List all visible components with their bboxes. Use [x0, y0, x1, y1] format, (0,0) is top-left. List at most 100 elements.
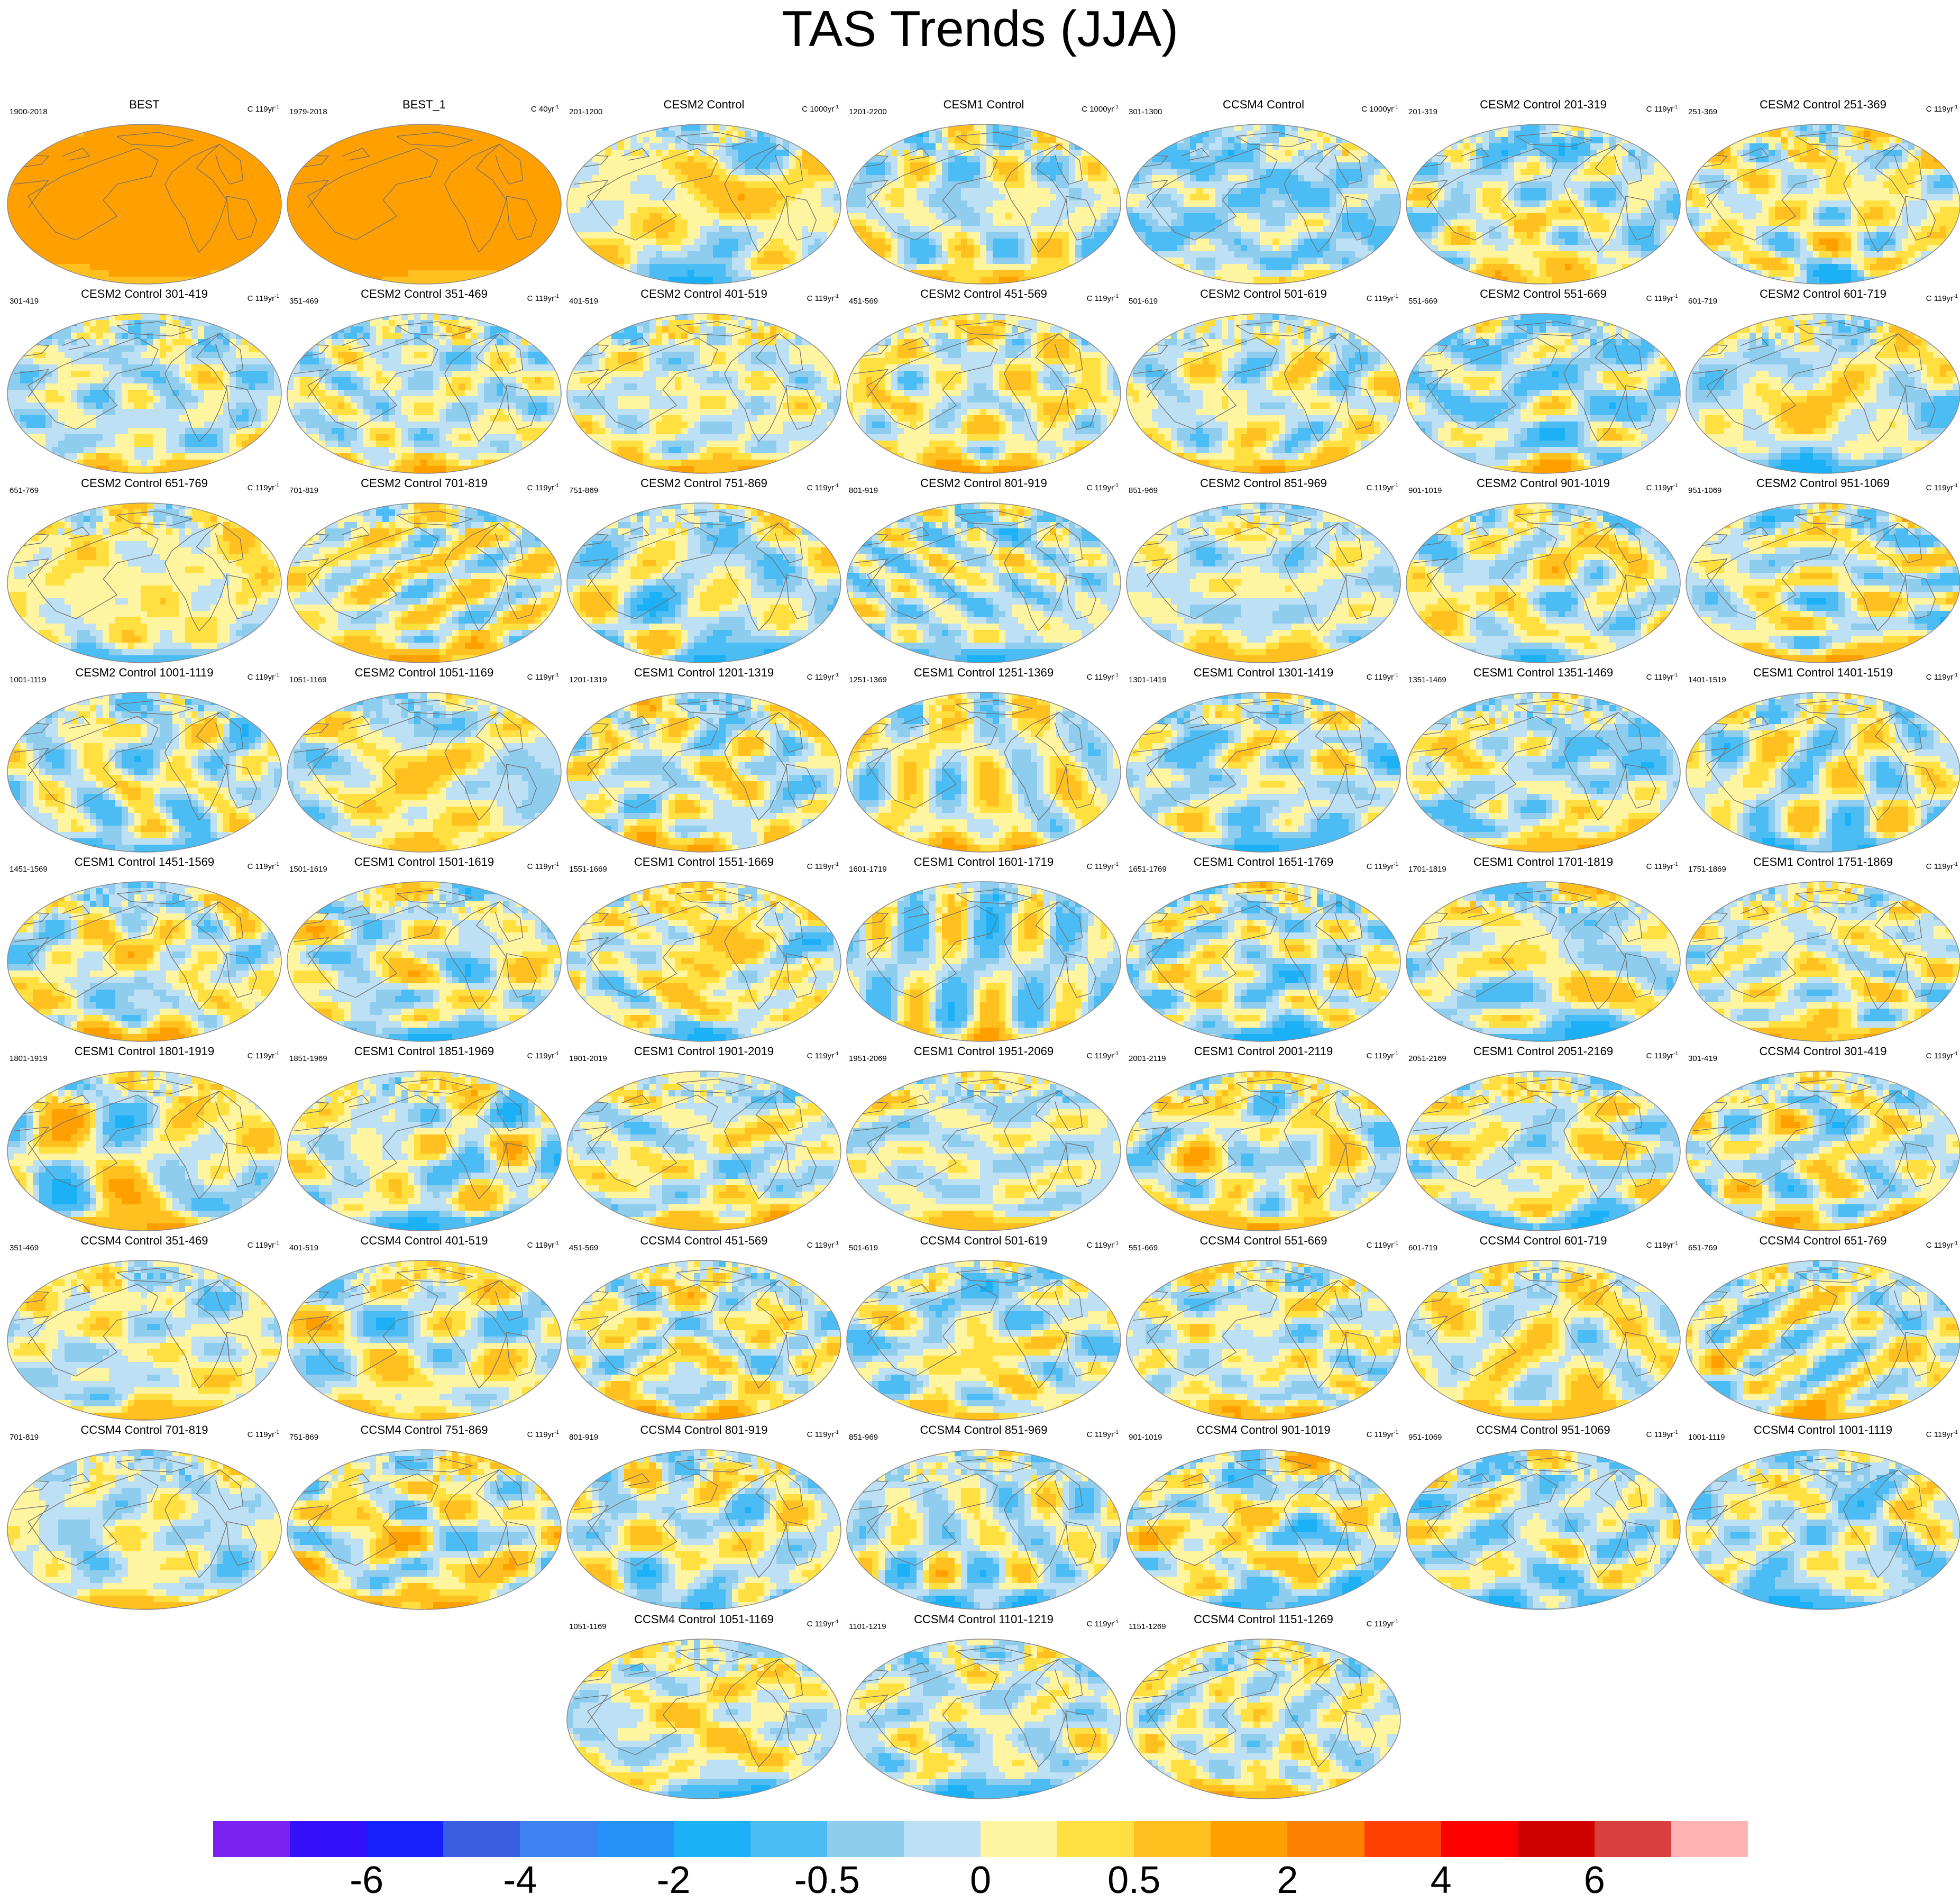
trend-cell: [885, 277, 892, 283]
trend-cell: [134, 169, 141, 176]
trend-cell: [764, 219, 771, 226]
trend-cell: [115, 264, 122, 271]
trend-cell: [586, 213, 593, 220]
trend-cell: [236, 207, 243, 214]
trend-cell: [732, 181, 739, 188]
trend-cell: [764, 232, 771, 239]
trend-cell: [936, 200, 942, 207]
trend-cell: [134, 162, 141, 169]
trend-cell: [1234, 143, 1241, 150]
trend-cell: [923, 181, 930, 188]
trend-cell: [370, 207, 377, 214]
trend-cell: [446, 207, 453, 214]
trend-cell: [554, 264, 561, 271]
trend-cell: [1012, 251, 1019, 258]
trend-cell: [751, 143, 758, 150]
trend-cell: [172, 239, 179, 245]
trend-cell: [821, 150, 828, 157]
trend-cell: [1361, 162, 1368, 169]
trend-cell: [726, 232, 732, 239]
trend-cell: [573, 156, 580, 163]
trend-cell: [897, 200, 904, 207]
trend-cell: [757, 175, 764, 182]
trend-cell: [656, 131, 663, 138]
trend-cell: [942, 181, 949, 188]
trend-cell: [408, 277, 415, 283]
trend-cell: [624, 124, 631, 131]
trend-cell: [313, 283, 319, 287]
trend-cell: [528, 277, 535, 283]
trend-cell: [58, 245, 65, 252]
trend-cell: [268, 175, 274, 182]
trend-cell: [847, 232, 854, 239]
trend-cell: [344, 251, 351, 258]
trend-cell: [1107, 150, 1114, 157]
trend-cell: [439, 169, 446, 176]
trend-cell: [1050, 124, 1057, 131]
trend-cell: [904, 239, 911, 245]
trend-cell: [910, 213, 917, 220]
trend-cell: [344, 226, 351, 233]
trend-cell: [1234, 137, 1241, 144]
trend-cell: [586, 239, 593, 245]
trend-cell: [1050, 264, 1057, 271]
trend-cell: [45, 150, 52, 157]
trend-cell: [191, 175, 198, 182]
trend-cell: [268, 277, 274, 283]
trend-cell: [1171, 131, 1178, 138]
trend-cell: [923, 175, 930, 182]
trend-cell: [967, 200, 974, 207]
trend-cell: [1056, 239, 1063, 245]
trend-cell: [1043, 181, 1050, 188]
trend-cell: [1012, 181, 1019, 188]
trend-cell: [668, 251, 675, 258]
trend-cell: [814, 226, 821, 233]
trend-cell: [236, 232, 243, 239]
trend-cell: [351, 245, 358, 252]
trend-cell: [509, 239, 516, 245]
trend-cell: [255, 162, 262, 169]
trend-cell: [338, 239, 345, 245]
trend-cell: [313, 181, 319, 188]
trend-cell: [446, 239, 453, 245]
trend-cell: [611, 207, 618, 214]
trend-cell: [1139, 175, 1146, 182]
trend-cell: [776, 150, 783, 157]
trend-cell: [1082, 181, 1088, 188]
trend-cell: [103, 277, 109, 283]
trend-cell: [936, 188, 942, 195]
trend-cell: [1050, 277, 1057, 283]
trend-cell: [427, 131, 434, 138]
trend-cell: [351, 143, 358, 150]
trend-cell: [1005, 283, 1012, 287]
trend-cell: [115, 188, 122, 195]
trend-cell: [172, 124, 179, 131]
trend-cell: [1043, 232, 1050, 239]
trend-cell: [599, 239, 606, 245]
trend-cell: [802, 277, 809, 283]
trend-cell: [999, 264, 1006, 271]
trend-cell: [459, 194, 465, 201]
trend-cell: [580, 156, 587, 163]
trend-cell: [7, 258, 14, 264]
trend-cell: [1190, 137, 1197, 144]
trend-cell: [185, 188, 192, 195]
trend-cell: [33, 239, 40, 245]
trend-cell: [179, 283, 186, 287]
trend-cell: [147, 188, 154, 195]
trend-cell: [637, 264, 644, 271]
trend-cell: [1374, 137, 1381, 144]
trend-cell: [490, 175, 497, 182]
trend-cell: [1056, 150, 1063, 157]
trend-cell: [751, 194, 758, 201]
trend-cell: [776, 169, 783, 176]
trend-cell: [516, 207, 523, 214]
trend-cell: [268, 264, 274, 271]
trend-cell: [656, 137, 663, 144]
trend-cell: [1387, 156, 1394, 163]
trend-cell: [936, 181, 942, 188]
trend-cell: [745, 188, 752, 195]
trend-cell: [866, 239, 873, 245]
trend-cell: [1082, 124, 1088, 131]
trend-cell: [713, 264, 720, 271]
